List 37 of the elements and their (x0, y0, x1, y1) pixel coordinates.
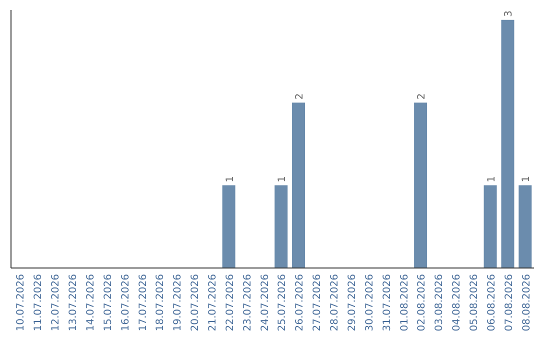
x-tick-label: 01.08.2026 (399, 274, 410, 332)
x-tick-label: 13.07.2026 (68, 274, 80, 332)
x-tick-label: 06.08.2026 (486, 274, 498, 332)
x-tick-label: 16.07.2026 (120, 274, 132, 332)
x-tick-label: 20.07.2026 (190, 274, 202, 332)
x-tick-label: 30.07.2026 (364, 274, 376, 332)
x-tick-label: 19.07.2026 (172, 274, 184, 332)
data-label: 1 (486, 176, 498, 182)
x-tick-label: 18.07.2026 (155, 274, 166, 332)
x-tick-label: 02.08.2026 (416, 274, 428, 332)
x-tick-label: 31.07.2026 (382, 274, 393, 332)
x-tick-label: 14.07.2026 (85, 274, 96, 332)
x-tick-label: 07.08.2026 (504, 274, 515, 332)
x-tick-label: 25.07.2026 (277, 274, 288, 332)
x-tick-label: 08.08.2026 (521, 274, 532, 332)
x-tick-label: 05.08.2026 (468, 274, 480, 332)
x-tick-label: 24.07.2026 (260, 274, 271, 332)
data-label: 3 (504, 10, 515, 17)
x-tick-label: 27.07.2026 (312, 274, 324, 332)
data-label: 1 (277, 176, 288, 182)
x-tick-label: 04.08.2026 (452, 274, 463, 332)
data-label: 2 (294, 93, 306, 100)
x-tick-label: 15.07.2026 (102, 274, 114, 332)
x-tick-label: 12.07.2026 (50, 274, 62, 332)
x-tick-label: 29.07.2026 (346, 274, 358, 332)
x-tick-label: 03.08.2026 (434, 274, 446, 332)
data-label: 2 (416, 93, 428, 100)
data-label: 1 (521, 176, 532, 182)
x-tick-label: 26.07.2026 (294, 274, 306, 332)
x-tick-label: 23.07.2026 (242, 274, 254, 332)
x-tick-label: 17.07.2026 (138, 274, 149, 332)
x-tick-label: 11.07.2026 (33, 274, 44, 332)
x-tick-label: 22.07.2026 (224, 274, 236, 332)
x-tick-label: 21.07.2026 (207, 274, 218, 332)
x-tick-label: 10.07.2026 (16, 274, 27, 332)
data-label: 1 (224, 176, 236, 182)
x-tick-label: 28.07.2026 (330, 274, 341, 332)
